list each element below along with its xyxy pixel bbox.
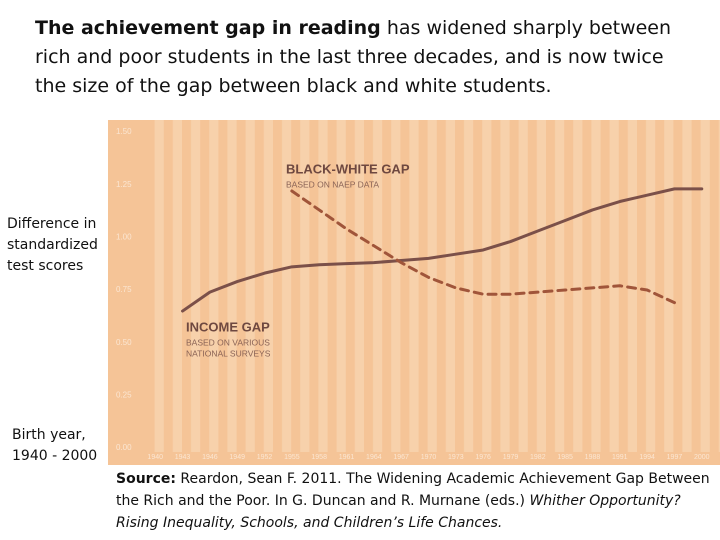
y-tick-label: 0.00 [116, 443, 132, 452]
x-tick-label: 1952 [257, 454, 273, 461]
series-note: NATIONAL SURVEYS [186, 348, 271, 358]
x-tick-label: 1943 [175, 454, 191, 461]
slide-title: The achievement gap in reading has widen… [35, 14, 695, 101]
x-tick-label: 1976 [475, 454, 491, 461]
series-line [181, 187, 704, 313]
x-tick-label: 1997 [667, 454, 683, 461]
y-tick-label: 0.25 [116, 390, 132, 399]
series-label: BLACK-WHITE GAP [286, 161, 410, 176]
x-tick-label: 2000 [694, 454, 710, 461]
x-tick-label: 1958 [311, 454, 327, 461]
x-axis-label: Birth year, 1940 - 2000 [12, 427, 98, 464]
y-axis-label: Difference in standardized test scores [7, 216, 98, 274]
series-note: BASED ON NAEP DATA [286, 179, 379, 189]
x-tick-label: 1940 [147, 454, 163, 461]
source-italic: Whither Opportunity? Rising Inequality, … [116, 493, 681, 531]
x-tick-label: 1967 [393, 454, 409, 461]
x-tick-label: 1970 [421, 454, 437, 461]
x-tick-label: 1955 [284, 454, 300, 461]
x-tick-label: 1988 [585, 454, 601, 461]
y-tick-label: 1.25 [116, 180, 132, 189]
x-tick-label: 1994 [639, 454, 655, 461]
series-note: BASED ON VARIOUS [186, 337, 270, 347]
stripes [146, 120, 720, 452]
title-emphasis: The achievement gap in reading [35, 17, 381, 39]
x-tick-label: 1949 [229, 454, 245, 461]
y-tick-label: 1.50 [116, 127, 132, 136]
x-tick-label: 1946 [202, 454, 218, 461]
title-text: has widened sharply between rich and poo… [35, 17, 672, 97]
series-label: INCOME GAP [186, 319, 270, 334]
x-tick-label: 1985 [557, 454, 573, 461]
y-tick-label: 1.00 [116, 232, 132, 241]
x-tick-label: 1961 [339, 454, 355, 461]
x-tick-label: 1973 [448, 454, 464, 461]
x-tick-label: 1982 [530, 454, 546, 461]
x-tick-label: 1991 [612, 454, 628, 461]
source: Source: Reardon, Sean F. 2011. The Widen… [116, 468, 716, 534]
source-text: Reardon, Sean F. 2011. The Widening Acad… [116, 471, 710, 509]
y-tick-label: 0.75 [116, 285, 132, 294]
series-line [290, 189, 676, 305]
x-tick-label: 1979 [503, 454, 519, 461]
source-label: Source: [116, 471, 176, 487]
x-tick-label: 1964 [366, 454, 382, 461]
y-tick-label: 0.50 [116, 338, 132, 347]
